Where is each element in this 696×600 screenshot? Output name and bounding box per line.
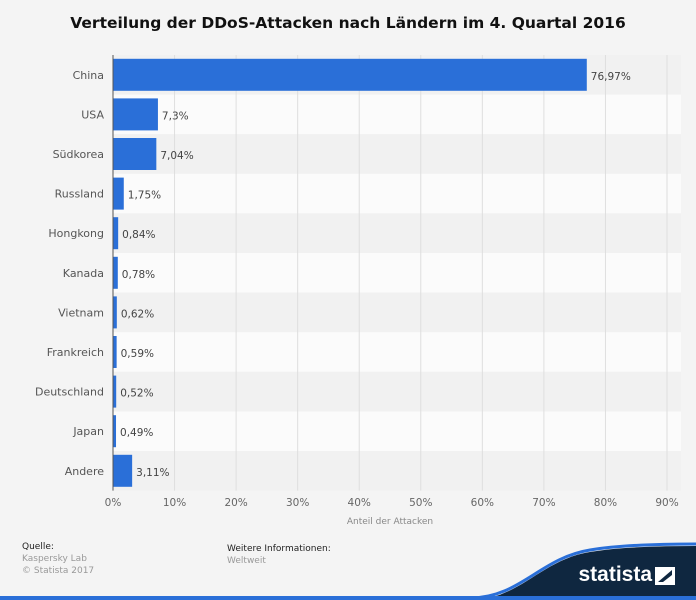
category-label: Japan xyxy=(72,425,104,438)
bar xyxy=(113,375,117,408)
row-band xyxy=(113,213,681,253)
x-tick-label: 80% xyxy=(594,497,617,509)
x-tick-label: 0% xyxy=(105,497,122,509)
bar xyxy=(113,217,119,250)
row-band xyxy=(113,134,681,174)
statista-logo: statista xyxy=(578,563,652,586)
bar xyxy=(113,98,158,131)
bar xyxy=(113,256,118,289)
x-axis-label: Anteil der Attacken xyxy=(347,517,433,527)
info-label: Weitere Informationen: xyxy=(227,544,331,554)
data-label: 7,04% xyxy=(160,150,193,162)
source-text: Kaspersky Lab xyxy=(22,554,87,564)
row-band xyxy=(113,371,681,412)
row-band xyxy=(113,451,681,491)
category-label: Hongkong xyxy=(48,227,104,240)
data-label: 0,84% xyxy=(122,229,155,241)
category-label: Russland xyxy=(55,188,104,201)
data-label: 0,59% xyxy=(121,348,154,360)
row-band xyxy=(113,292,681,333)
x-tick-label: 10% xyxy=(163,497,186,509)
data-label: 7,3% xyxy=(162,110,189,122)
x-tick-label: 20% xyxy=(224,497,247,509)
category-label: Vietnam xyxy=(58,306,104,319)
bar xyxy=(113,296,117,329)
row-band xyxy=(113,94,681,135)
data-label: 0,62% xyxy=(121,308,154,320)
bar xyxy=(113,454,133,487)
category-label: Andere xyxy=(65,465,105,478)
x-tick-label: 70% xyxy=(532,497,555,509)
x-tick-label: 90% xyxy=(655,497,678,509)
row-band xyxy=(113,253,681,293)
source-label: Quelle: xyxy=(22,542,54,552)
x-tick-label: 50% xyxy=(409,497,432,509)
row-band xyxy=(113,411,681,451)
info-text: Weltweit xyxy=(227,556,266,566)
bar xyxy=(113,415,117,448)
category-label: Kanada xyxy=(63,267,104,280)
chart-title: Verteilung der DDoS-Attacken nach Länder… xyxy=(70,14,626,32)
category-label: Deutschland xyxy=(35,386,104,399)
info-block: Weitere Informationen: Weltweit xyxy=(227,543,331,567)
bar xyxy=(113,177,124,210)
bar xyxy=(113,138,157,170)
bar xyxy=(113,336,117,368)
source-block: Quelle: Kaspersky Lab © Statista 2017 xyxy=(22,541,94,577)
category-label: China xyxy=(73,69,104,82)
copyright-text: © Statista 2017 xyxy=(22,566,95,576)
row-band xyxy=(113,332,681,372)
category-label: Frankreich xyxy=(47,346,104,359)
data-label: 76,97% xyxy=(591,71,631,83)
data-label: 0,49% xyxy=(120,427,153,439)
row-band xyxy=(113,173,681,214)
bar xyxy=(113,58,587,91)
data-label: 3,11% xyxy=(136,467,169,479)
category-label: Südkorea xyxy=(53,148,104,161)
data-label: 0,78% xyxy=(122,269,155,281)
data-label: 0,52% xyxy=(120,388,153,400)
x-tick-label: 60% xyxy=(471,497,494,509)
x-tick-label: 40% xyxy=(348,497,371,509)
category-label: USA xyxy=(81,108,104,121)
x-tick-label: 30% xyxy=(286,497,309,509)
data-label: 1,75% xyxy=(128,190,161,202)
